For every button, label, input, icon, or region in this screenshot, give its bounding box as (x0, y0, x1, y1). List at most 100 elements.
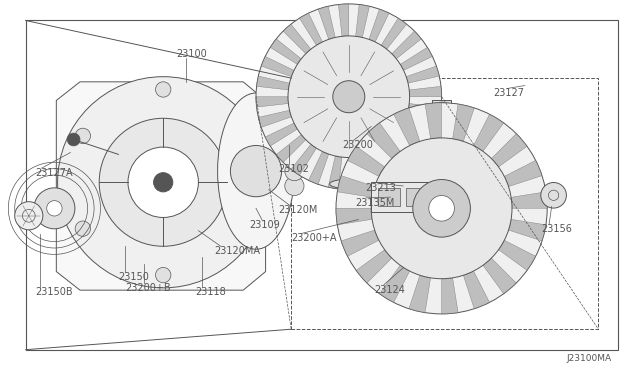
Wedge shape (261, 57, 294, 77)
Circle shape (75, 128, 90, 144)
Circle shape (58, 77, 269, 288)
Text: 23100: 23100 (176, 49, 207, 59)
Wedge shape (369, 9, 389, 42)
Wedge shape (474, 114, 504, 151)
Bar (378, 188, 400, 206)
Wedge shape (300, 13, 323, 45)
Text: 23156: 23156 (541, 224, 572, 234)
Text: 23118: 23118 (195, 287, 226, 297)
Wedge shape (336, 208, 372, 225)
Circle shape (154, 173, 173, 192)
Text: 23127A: 23127A (35, 168, 73, 178)
Wedge shape (270, 39, 301, 64)
Wedge shape (483, 258, 516, 294)
Wedge shape (256, 97, 289, 107)
Wedge shape (396, 129, 428, 155)
Wedge shape (504, 160, 542, 187)
Text: 23150: 23150 (118, 272, 149, 282)
Wedge shape (276, 135, 306, 162)
Wedge shape (511, 192, 547, 208)
Bar (291, 78, 598, 329)
Wedge shape (283, 24, 311, 54)
Wedge shape (265, 123, 298, 146)
Circle shape (47, 201, 62, 216)
Wedge shape (349, 157, 359, 189)
Circle shape (413, 180, 470, 237)
Bar (269, 115, 294, 138)
Wedge shape (463, 271, 490, 309)
Circle shape (15, 202, 43, 230)
Wedge shape (408, 103, 441, 118)
Wedge shape (404, 117, 436, 137)
Bar (406, 188, 429, 206)
Wedge shape (291, 144, 316, 175)
Circle shape (541, 183, 566, 208)
Wedge shape (259, 110, 291, 127)
Circle shape (156, 267, 171, 283)
Wedge shape (442, 278, 458, 314)
Wedge shape (425, 103, 442, 139)
Circle shape (156, 82, 171, 97)
Circle shape (256, 4, 442, 189)
Ellipse shape (218, 93, 294, 249)
Text: 23127: 23127 (493, 88, 524, 98)
Circle shape (285, 161, 304, 181)
Wedge shape (356, 4, 369, 38)
Wedge shape (394, 108, 420, 145)
Circle shape (434, 102, 449, 118)
Wedge shape (381, 18, 406, 49)
Wedge shape (339, 4, 349, 36)
Wedge shape (452, 104, 474, 141)
Text: 23200+B: 23200+B (125, 283, 170, 293)
Wedge shape (318, 6, 335, 39)
Circle shape (67, 133, 80, 146)
Circle shape (429, 196, 454, 221)
Ellipse shape (330, 179, 368, 189)
Circle shape (336, 103, 547, 314)
Wedge shape (308, 151, 329, 184)
Circle shape (285, 176, 304, 196)
Text: 23200: 23200 (342, 140, 373, 150)
Wedge shape (341, 230, 379, 256)
Wedge shape (406, 66, 439, 83)
Bar (432, 100, 451, 119)
Wedge shape (362, 154, 380, 187)
Circle shape (236, 128, 252, 144)
Wedge shape (509, 219, 546, 241)
Wedge shape (367, 123, 400, 158)
Wedge shape (375, 148, 398, 180)
Text: 23135M: 23135M (355, 198, 395, 208)
Wedge shape (387, 140, 415, 169)
Bar (371, 182, 435, 212)
Wedge shape (492, 134, 527, 167)
Wedge shape (257, 76, 289, 90)
Text: 23150B: 23150B (35, 287, 73, 297)
Wedge shape (392, 31, 421, 59)
Wedge shape (348, 146, 385, 176)
Wedge shape (356, 250, 392, 283)
Text: 23120MA: 23120MA (214, 246, 260, 256)
Wedge shape (409, 275, 431, 312)
Circle shape (371, 138, 512, 279)
Circle shape (288, 36, 410, 157)
Wedge shape (328, 156, 342, 189)
Text: 23213: 23213 (365, 183, 396, 193)
Text: 23102: 23102 (278, 164, 309, 174)
Polygon shape (56, 82, 266, 290)
Text: 23200+A: 23200+A (291, 233, 337, 243)
Circle shape (230, 145, 282, 197)
Circle shape (236, 221, 252, 236)
Text: 23120M: 23120M (278, 205, 318, 215)
Wedge shape (337, 176, 374, 197)
Text: J23100MA: J23100MA (566, 354, 611, 363)
Circle shape (75, 221, 90, 236)
Wedge shape (380, 265, 410, 302)
Circle shape (34, 188, 75, 229)
Circle shape (99, 118, 227, 246)
Circle shape (128, 147, 198, 218)
Wedge shape (409, 86, 442, 97)
Wedge shape (400, 47, 433, 70)
Text: 23124: 23124 (374, 285, 405, 295)
Circle shape (333, 81, 365, 113)
Circle shape (285, 147, 304, 166)
